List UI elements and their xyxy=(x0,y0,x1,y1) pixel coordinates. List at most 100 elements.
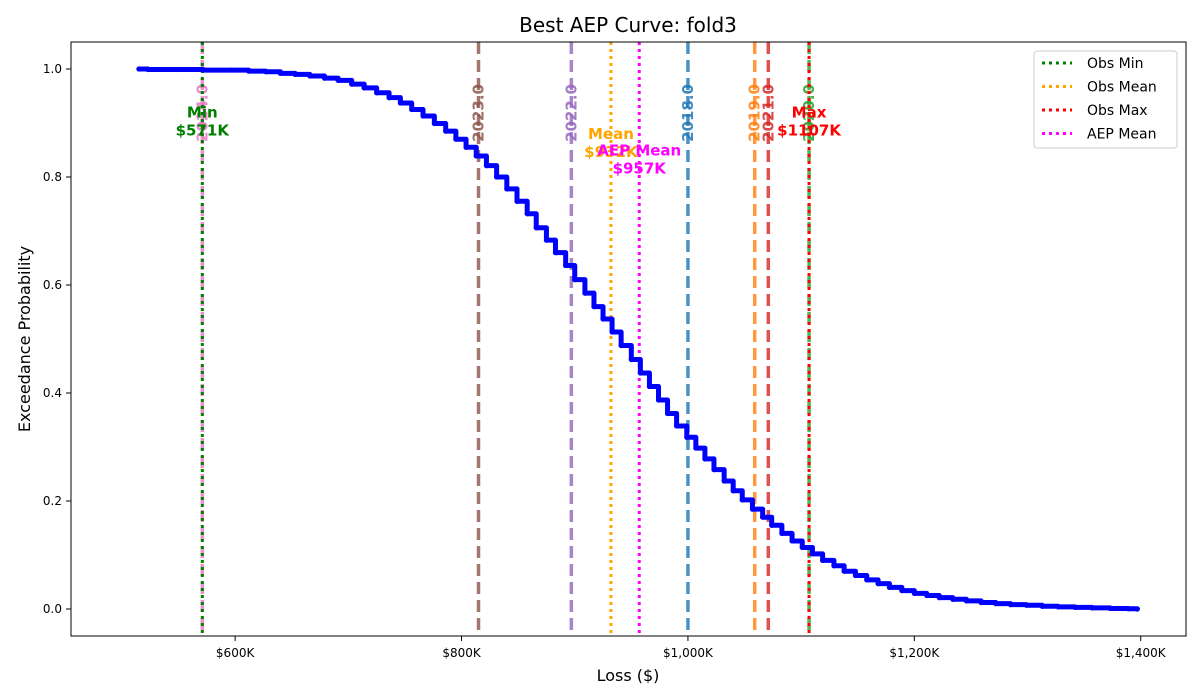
aep-curve-point xyxy=(799,544,805,551)
aep-curve-point xyxy=(591,304,597,310)
ref-annotation-label: AEP Mean xyxy=(597,141,681,159)
x-tick-label: $1,200K xyxy=(889,646,940,660)
aep-curve-point xyxy=(646,383,653,390)
aep-curve-point xyxy=(1072,604,1078,610)
aep-curve-point xyxy=(420,113,426,119)
aep-curve-point xyxy=(674,423,680,429)
year-label-2019.0: 2019.0 xyxy=(746,84,764,142)
aep-curve-point xyxy=(572,277,578,283)
legend-box xyxy=(1033,50,1178,149)
aep-curve-point xyxy=(875,581,881,587)
aep-curve-point xyxy=(229,67,235,73)
aep-curve-point xyxy=(443,128,449,134)
aep-curve-point xyxy=(335,77,341,83)
aep-curve-point xyxy=(563,262,569,269)
aep-curve-point xyxy=(374,90,380,96)
aep-curve-point xyxy=(924,592,930,599)
aep-curve-point xyxy=(1023,602,1029,608)
aep-curve-point xyxy=(473,153,479,159)
aep-curve-point xyxy=(963,598,969,604)
aep-curve-point xyxy=(779,530,785,537)
aep-curve-point xyxy=(361,85,367,91)
aep-curve-point xyxy=(1107,605,1113,612)
aep-curve-point xyxy=(809,551,816,557)
aep-curve-point xyxy=(543,237,550,243)
ref-annotation-value: $932K xyxy=(584,143,639,161)
aep-curve-point xyxy=(609,329,615,335)
aep-curve-point xyxy=(292,71,298,77)
aep-curve-point xyxy=(349,81,355,87)
ref-annotation-label: Mean xyxy=(588,125,634,143)
ref-annotation-value: $571K xyxy=(176,122,231,140)
aep-curve-point xyxy=(173,66,179,73)
aep-curve-point xyxy=(582,290,588,296)
y-axis: 0.0 0.2 0.4 0.6 0.8 1.0 xyxy=(43,62,71,616)
aep-curve-point xyxy=(552,250,559,256)
year-label-2018.0: 2018.0 xyxy=(679,84,697,142)
aep-curve-point xyxy=(494,174,500,180)
aep-curve-point xyxy=(841,568,847,574)
aep-curve-point xyxy=(1055,604,1061,610)
aep-curve-point xyxy=(136,66,142,72)
aep-curve-point xyxy=(524,211,530,217)
legend-entry: Obs Max xyxy=(1087,103,1148,119)
year-label-2021.0: 2021.0 xyxy=(759,84,777,142)
x-axis-title: Loss ($) xyxy=(597,666,660,685)
aep-curve-point xyxy=(684,434,690,440)
y-axis-title: Exceedance Probability xyxy=(15,246,34,432)
legend-entry: Obs Mean xyxy=(1087,80,1157,96)
aep-curve-point xyxy=(721,478,727,484)
plot-frame xyxy=(70,41,1187,637)
aep-curve-point xyxy=(277,70,284,76)
aep-curve-point xyxy=(637,370,643,376)
aep-curve-point xyxy=(600,316,606,322)
aep-curve-point xyxy=(852,572,859,579)
aep-curve-point xyxy=(533,225,539,231)
y-tick-label: 0.4 xyxy=(43,386,62,400)
legend-entry: AEP Mean xyxy=(1087,127,1156,143)
aep-curve-point xyxy=(307,73,313,79)
aep-curve-point xyxy=(664,410,671,417)
x-axis: $600K $800K $1,000K $1,200K $1,400K xyxy=(216,636,1167,660)
aep-curve-point xyxy=(993,601,999,607)
aep-curve-point xyxy=(769,522,775,528)
aep-curve-point xyxy=(246,68,252,74)
aep-curve-point xyxy=(886,584,893,591)
aep-curve-point xyxy=(831,563,837,569)
aep-curve-point xyxy=(1007,602,1014,608)
aep-curve-point xyxy=(1039,603,1045,609)
aep-curve-point xyxy=(702,456,708,462)
aep-curve-point xyxy=(1125,606,1131,612)
y-tick-label: 1.0 xyxy=(43,62,62,76)
aep-curve-point xyxy=(145,66,151,73)
aep-curve-point xyxy=(386,95,392,101)
plot-area: 2024.02023.02022.02018.02019.02021.02020… xyxy=(136,42,1140,636)
year-label-2022.0: 2022.0 xyxy=(562,84,580,142)
aep-curve-point xyxy=(321,75,328,81)
aep-curve-point xyxy=(431,120,437,127)
aep-curve-point xyxy=(200,67,207,73)
ref-annotation-label: Min xyxy=(187,104,218,122)
ref-annotation-value: $1107K xyxy=(777,122,842,140)
aep-curve-point xyxy=(711,467,717,473)
year-label-2023.0: 2023.0 xyxy=(470,84,488,142)
aep-curve-point xyxy=(693,445,699,451)
aep-curve-point xyxy=(514,198,520,204)
aep-curve-point xyxy=(760,514,766,520)
aep-curve-point xyxy=(409,106,415,113)
aep-curve-point xyxy=(1134,606,1140,612)
x-tick-label: $800K xyxy=(442,646,482,660)
aep-curve-point xyxy=(899,588,905,594)
aep-curve-point xyxy=(263,69,269,75)
x-tick-label: $1,000K xyxy=(663,646,714,660)
aep-curve-point xyxy=(749,506,756,512)
legend-entry: Obs Min xyxy=(1087,56,1144,72)
x-tick-label: $1,400K xyxy=(1116,646,1167,660)
ref-annotation-label: Max xyxy=(792,104,827,122)
y-tick-label: 0.6 xyxy=(43,278,62,292)
aep-curve-point xyxy=(789,538,795,544)
y-tick-label: 0.0 xyxy=(43,602,62,616)
y-tick-label: 0.8 xyxy=(43,170,62,184)
